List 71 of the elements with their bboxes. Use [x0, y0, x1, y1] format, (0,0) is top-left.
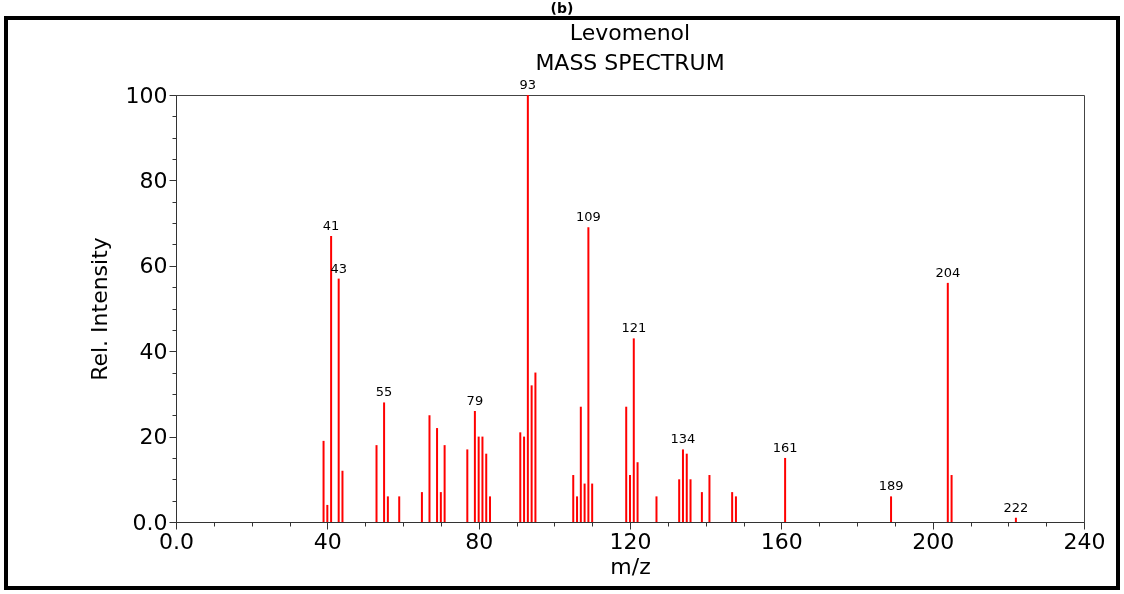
annotation: 79 — [466, 392, 484, 408]
bar — [591, 483, 594, 522]
annotation: 93 — [519, 77, 537, 92]
bar — [337, 278, 340, 522]
bar — [477, 436, 480, 522]
bar — [579, 406, 582, 522]
bar — [629, 475, 631, 522]
bar — [386, 496, 389, 522]
bar — [890, 496, 893, 522]
bar — [572, 475, 575, 522]
x-tick-label: 160 — [760, 528, 803, 554]
bar — [950, 475, 953, 522]
bar — [383, 402, 386, 522]
bar — [330, 235, 333, 522]
x-tick-label: 240 — [1063, 528, 1106, 554]
bar — [436, 428, 439, 522]
annotation: 222 — [1003, 499, 1029, 515]
bar — [523, 436, 526, 522]
text: (b) — [549, 0, 575, 16]
bar — [375, 445, 378, 522]
bar — [734, 496, 737, 522]
annotation: 109 — [575, 209, 601, 225]
bar — [681, 449, 684, 522]
bar — [473, 410, 476, 522]
annotation: 204 — [935, 264, 961, 280]
bar — [428, 415, 431, 522]
bar — [576, 496, 579, 522]
bar — [689, 479, 692, 522]
bar — [485, 453, 488, 522]
bar — [443, 445, 446, 522]
annotation: 55 — [375, 384, 393, 400]
annotation: 189 — [878, 478, 904, 494]
y-tick-label: 20 — [139, 424, 168, 450]
bar — [678, 479, 681, 522]
x-tick-label: 80 — [465, 528, 494, 554]
x-tick-label: 40 — [313, 528, 342, 554]
bar — [636, 462, 639, 522]
x-tick-label: 120 — [609, 528, 652, 554]
bar — [685, 453, 688, 522]
bar — [700, 492, 703, 522]
bar — [731, 492, 734, 522]
annotation: 41 — [322, 217, 340, 233]
bar — [439, 492, 442, 522]
chart-subtitle: MASS SPECTRUM — [535, 50, 725, 75]
y-axis-title: Rel. Intensity — [86, 237, 112, 381]
annotation: 121 — [621, 320, 647, 336]
bar — [708, 475, 711, 522]
bar — [625, 406, 628, 522]
bar — [489, 496, 492, 522]
y-tick-label: 60 — [139, 253, 168, 279]
bar — [420, 492, 423, 522]
bar — [322, 440, 325, 522]
bar — [519, 432, 522, 522]
y-tick-label: 80 — [139, 167, 168, 193]
x-axis-title: m/z — [610, 553, 651, 579]
annotation: 161 — [772, 439, 798, 455]
bar — [398, 496, 401, 522]
bar — [946, 282, 949, 522]
bar — [784, 457, 787, 522]
annotation: 134 — [670, 431, 696, 447]
bar — [534, 372, 537, 522]
bar — [481, 436, 484, 522]
x-tick-label: 200 — [912, 528, 955, 554]
bar — [632, 338, 635, 522]
chart-title: Levomenol — [569, 20, 691, 45]
bar — [587, 227, 590, 522]
bar — [526, 95, 529, 522]
bar — [466, 449, 469, 522]
y-tick-label: 100 — [125, 82, 168, 108]
bar — [655, 496, 658, 522]
y-tick-label: 40 — [139, 338, 168, 364]
